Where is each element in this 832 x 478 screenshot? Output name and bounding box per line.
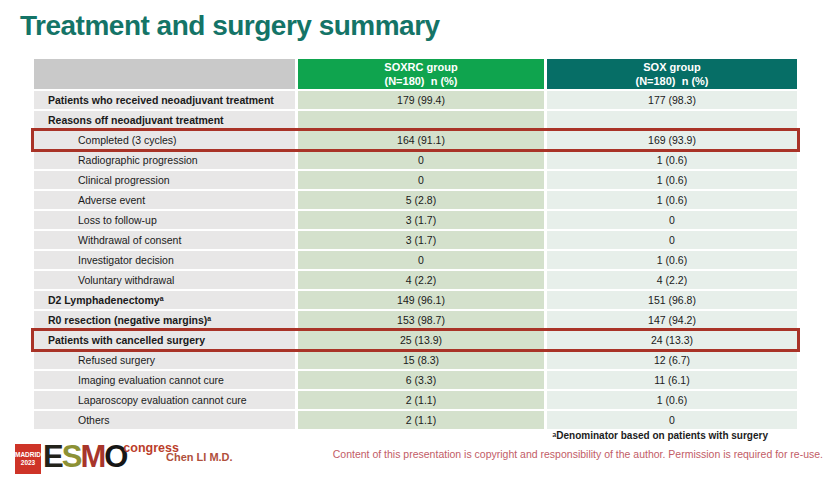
table-row: Loss to follow-up3 (1.7)0 bbox=[34, 211, 797, 229]
row-label: Patients who received neoadjuvant treatm… bbox=[34, 91, 295, 109]
slide-title: Treatment and surgery summary bbox=[20, 10, 440, 42]
esmo-letter-e: E bbox=[43, 439, 62, 474]
sox-value: 1 (0.6) bbox=[547, 391, 797, 409]
header-empty-cell bbox=[34, 59, 295, 89]
sox-value: 1 (0.6) bbox=[547, 151, 797, 169]
sox-value: 151 (96.8) bbox=[547, 291, 797, 309]
sox-value: 24 (13.3) bbox=[547, 331, 797, 349]
soxrc-value: 6 (3.3) bbox=[298, 371, 544, 389]
soxrc-value: 25 (13.9) bbox=[298, 331, 544, 349]
soxrc-value: 4 (2.2) bbox=[298, 271, 544, 289]
soxrc-value: 0 bbox=[298, 151, 544, 169]
table-row: R0 resection (negative margins)ᵃ153 (98.… bbox=[34, 311, 797, 329]
table-row: Laparoscopy evaluation cannot cure2 (1.1… bbox=[34, 391, 797, 409]
sox-value: 0 bbox=[547, 231, 797, 249]
soxrc-value: 3 (1.7) bbox=[298, 211, 544, 229]
row-label: Loss to follow-up bbox=[34, 211, 295, 229]
row-label: Laparoscopy evaluation cannot cure bbox=[34, 391, 295, 409]
year-label: 2023 bbox=[21, 459, 35, 467]
row-label: Others bbox=[34, 411, 295, 429]
soxrc-value: 0 bbox=[298, 251, 544, 269]
header-sox-line1: SOX group bbox=[547, 60, 797, 74]
table-footnote: ᵃDenominator based on patients with surg… bbox=[553, 430, 768, 441]
table-row: Clinical progression01 (0.6) bbox=[34, 171, 797, 189]
header-sox-group: SOX group (N=180) n (%) bbox=[547, 59, 797, 89]
soxrc-value: 149 (96.1) bbox=[298, 291, 544, 309]
row-label: D2 Lymphadenectomyᵃ bbox=[34, 291, 295, 309]
table-row: Patients who received neoadjuvant treatm… bbox=[34, 91, 797, 109]
esmo-congress-logo: MADRID 2023 ESMO congress bbox=[15, 441, 179, 474]
row-label: Radiographic progression bbox=[34, 151, 295, 169]
sox-value: 1 (0.6) bbox=[547, 171, 797, 189]
madrid-label: MADRID bbox=[15, 451, 41, 459]
esmo-letter-m: M bbox=[80, 439, 104, 474]
table-row: Investigator decision01 (0.6) bbox=[34, 251, 797, 269]
summary-table-wrap: SOXRC group (N=180) n (%) SOX group (N=1… bbox=[31, 57, 800, 431]
table-row: Refused surgery15 (8.3)12 (6.7) bbox=[34, 351, 797, 369]
table-row: D2 Lymphadenectomyᵃ149 (96.1)151 (96.8) bbox=[34, 291, 797, 309]
sox-value: 177 (98.3) bbox=[547, 91, 797, 109]
sox-value: 0 bbox=[547, 211, 797, 229]
row-label: R0 resection (negative margins)ᵃ bbox=[34, 311, 295, 329]
esmo-letter-s: S bbox=[62, 439, 81, 474]
table-row: Voluntary withdrawal4 (2.2)4 (2.2) bbox=[34, 271, 797, 289]
esmo-logo-letters: ESMO bbox=[43, 441, 126, 474]
row-label: Completed (3 cycles) bbox=[34, 131, 295, 149]
row-label: Withdrawal of consent bbox=[34, 231, 295, 249]
table-row: Completed (3 cycles)164 (91.1)169 (93.9) bbox=[34, 131, 797, 149]
table-row: Patients with cancelled surgery25 (13.9)… bbox=[34, 331, 797, 349]
sox-value: 0 bbox=[547, 411, 797, 429]
row-label: Investigator decision bbox=[34, 251, 295, 269]
soxrc-value: 153 (98.7) bbox=[298, 311, 544, 329]
row-label: Clinical progression bbox=[34, 171, 295, 189]
madrid-2023-badge: MADRID 2023 bbox=[15, 444, 41, 474]
header-sox-line2: (N=180) n (%) bbox=[547, 74, 797, 88]
row-label: Adverse event bbox=[34, 191, 295, 209]
sox-value: 11 (6.1) bbox=[547, 371, 797, 389]
soxrc-value: 164 (91.1) bbox=[298, 131, 544, 149]
header-soxrc-group: SOXRC group (N=180) n (%) bbox=[298, 59, 544, 89]
presentation-slide: Treatment and surgery summary SOXRC grou… bbox=[0, 0, 832, 478]
sox-value: 12 (6.7) bbox=[547, 351, 797, 369]
table-row: Adverse event5 (2.8)1 (0.6) bbox=[34, 191, 797, 209]
table-row: Withdrawal of consent3 (1.7)0 bbox=[34, 231, 797, 249]
soxrc-value: 179 (99.4) bbox=[298, 91, 544, 109]
copyright-notice: Content of this presentation is copyrigh… bbox=[333, 448, 823, 460]
soxrc-value: 2 (1.1) bbox=[298, 391, 544, 409]
soxrc-value: 0 bbox=[298, 171, 544, 189]
row-label: Refused surgery bbox=[34, 351, 295, 369]
author-name: Chen LI M.D. bbox=[166, 451, 233, 463]
table-row: Reasons off neoadjuvant treatment bbox=[34, 111, 797, 129]
soxrc-value: 15 (8.3) bbox=[298, 351, 544, 369]
row-label: Imaging evaluation cannot cure bbox=[34, 371, 295, 389]
sox-value: 1 (0.6) bbox=[547, 191, 797, 209]
sox-value: 147 (94.2) bbox=[547, 311, 797, 329]
soxrc-value: 2 (1.1) bbox=[298, 411, 544, 429]
soxrc-value: 5 (2.8) bbox=[298, 191, 544, 209]
table-row: Radiographic progression01 (0.6) bbox=[34, 151, 797, 169]
summary-table: SOXRC group (N=180) n (%) SOX group (N=1… bbox=[31, 57, 800, 431]
header-soxrc-line2: (N=180) n (%) bbox=[298, 74, 544, 88]
row-label: Patients with cancelled surgery bbox=[34, 331, 295, 349]
sox-value: 4 (2.2) bbox=[547, 271, 797, 289]
sox-value: 1 (0.6) bbox=[547, 251, 797, 269]
sox-value: 169 (93.9) bbox=[547, 131, 797, 149]
table-row: Imaging evaluation cannot cure6 (3.3)11 … bbox=[34, 371, 797, 389]
row-label: Voluntary withdrawal bbox=[34, 271, 295, 289]
soxrc-value: 3 (1.7) bbox=[298, 231, 544, 249]
row-label: Reasons off neoadjuvant treatment bbox=[34, 111, 295, 129]
header-soxrc-line1: SOXRC group bbox=[298, 60, 544, 74]
table-row: Others2 (1.1)0 bbox=[34, 411, 797, 429]
header-row: SOXRC group (N=180) n (%) SOX group (N=1… bbox=[34, 59, 797, 89]
soxrc-value bbox=[298, 111, 544, 129]
sox-value bbox=[547, 111, 797, 129]
